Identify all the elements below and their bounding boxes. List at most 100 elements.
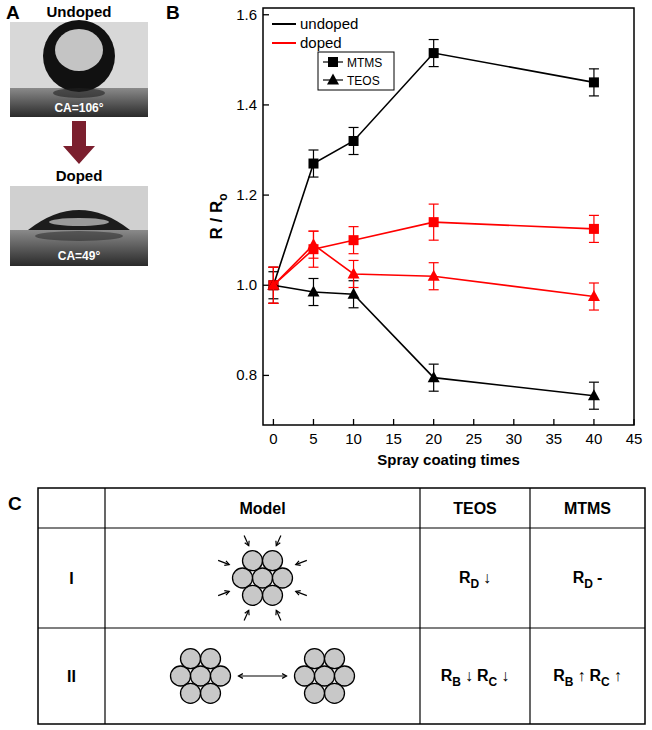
cell-sub: B — [452, 675, 461, 689]
error-bar-cap — [429, 364, 439, 365]
x-tick — [473, 419, 474, 425]
droplet — [43, 20, 115, 92]
photo-bg — [10, 22, 148, 117]
legend-box — [318, 52, 394, 90]
error-bar-cap — [268, 267, 278, 268]
data-point — [349, 136, 359, 146]
x-tick-label: 35 — [546, 430, 563, 447]
row-label: II — [67, 668, 76, 685]
arrow — [276, 536, 281, 546]
data-point — [428, 270, 440, 281]
legend-label: TEOS — [347, 74, 380, 88]
cell-sub: C — [489, 675, 498, 689]
arrow — [218, 560, 229, 564]
table-frame — [38, 488, 645, 724]
image-label: Doped — [56, 167, 103, 184]
error-bar — [308, 150, 318, 177]
particle — [273, 568, 293, 588]
arrow — [244, 536, 249, 546]
arrow-head — [282, 674, 286, 679]
table-line — [419, 488, 420, 724]
x-tick-label: 10 — [345, 430, 362, 447]
error-bar — [349, 260, 359, 287]
particle — [325, 649, 345, 669]
x-tick-label: 25 — [465, 430, 482, 447]
series-line — [273, 285, 594, 395]
reflection — [35, 231, 123, 241]
error-bar-cap — [268, 267, 278, 268]
arrow-head — [224, 561, 229, 565]
error-bar-cap — [589, 95, 599, 96]
legend-line — [272, 23, 296, 25]
arrow — [244, 610, 249, 620]
particle — [243, 551, 263, 571]
y-tick-label: 0.8 — [236, 366, 257, 383]
cell-sub: D — [584, 577, 593, 591]
error-bar-cap — [308, 267, 318, 268]
y-tick — [263, 375, 269, 376]
legend-label: MTMS — [347, 56, 382, 70]
legend-marker — [327, 74, 339, 85]
error-bar — [349, 227, 359, 254]
substrate — [10, 230, 148, 266]
x-tick-label: 0 — [269, 430, 277, 447]
error-bar — [308, 278, 318, 305]
error-bar — [589, 215, 599, 242]
x-tick — [313, 419, 314, 425]
error-bar — [268, 267, 278, 303]
particle — [201, 649, 221, 669]
cell-suffix: ↑ — [578, 667, 586, 684]
panel-a: UndopedCA=106°DopedCA=49° — [10, 3, 148, 266]
arrow-head — [224, 591, 229, 595]
data-point — [348, 267, 360, 278]
x-tick-label: 20 — [425, 430, 442, 447]
data-point — [348, 288, 360, 299]
data-point — [589, 224, 599, 234]
particle — [181, 649, 201, 669]
cell-suffix: ↑ — [614, 667, 622, 684]
error-bar-cap — [308, 305, 318, 306]
panel-letter: C — [8, 493, 22, 514]
particle — [181, 683, 201, 703]
error-bar-cap — [589, 309, 599, 310]
reflection — [53, 88, 105, 98]
x-tick — [593, 419, 594, 425]
particle — [315, 666, 335, 686]
particle — [171, 666, 191, 686]
error-bar-cap — [349, 253, 359, 254]
data-point — [307, 238, 319, 249]
error-bar-cap — [589, 282, 599, 283]
error-bar-cap — [349, 287, 359, 288]
particle — [325, 683, 345, 703]
y-tick — [263, 14, 269, 15]
error-bar-cap — [429, 240, 439, 241]
data-point — [349, 235, 359, 245]
particle — [263, 585, 283, 605]
y-axis-title: R / Ro — [207, 193, 230, 239]
cell-text: RB↓RC↓ — [441, 667, 509, 689]
cell-suffix: ↓ — [465, 667, 473, 684]
error-bar-cap — [349, 307, 359, 308]
error-bar-cap — [429, 391, 439, 392]
table-line — [104, 488, 105, 724]
particle — [335, 666, 355, 686]
x-tick — [553, 419, 554, 425]
data-point — [267, 279, 279, 290]
error-bar-stem — [313, 231, 314, 267]
arrow — [218, 591, 229, 595]
arrow-head — [245, 541, 249, 546]
error-bar — [349, 127, 359, 154]
x-axis-title: Spray coating times — [377, 451, 520, 468]
error-bar-cap — [589, 409, 599, 410]
particle — [305, 649, 325, 669]
legend-label: undoped — [300, 15, 358, 32]
y-axis-title-sub: o — [216, 193, 230, 200]
cell-suffix: ↓ — [483, 569, 491, 586]
row-label: I — [69, 570, 73, 587]
cell-suffix: - — [597, 569, 602, 586]
arrow — [296, 560, 307, 564]
error-bar-cap — [429, 262, 439, 263]
error-bar — [429, 263, 439, 290]
arrow-head — [296, 561, 301, 565]
particle — [263, 551, 283, 571]
